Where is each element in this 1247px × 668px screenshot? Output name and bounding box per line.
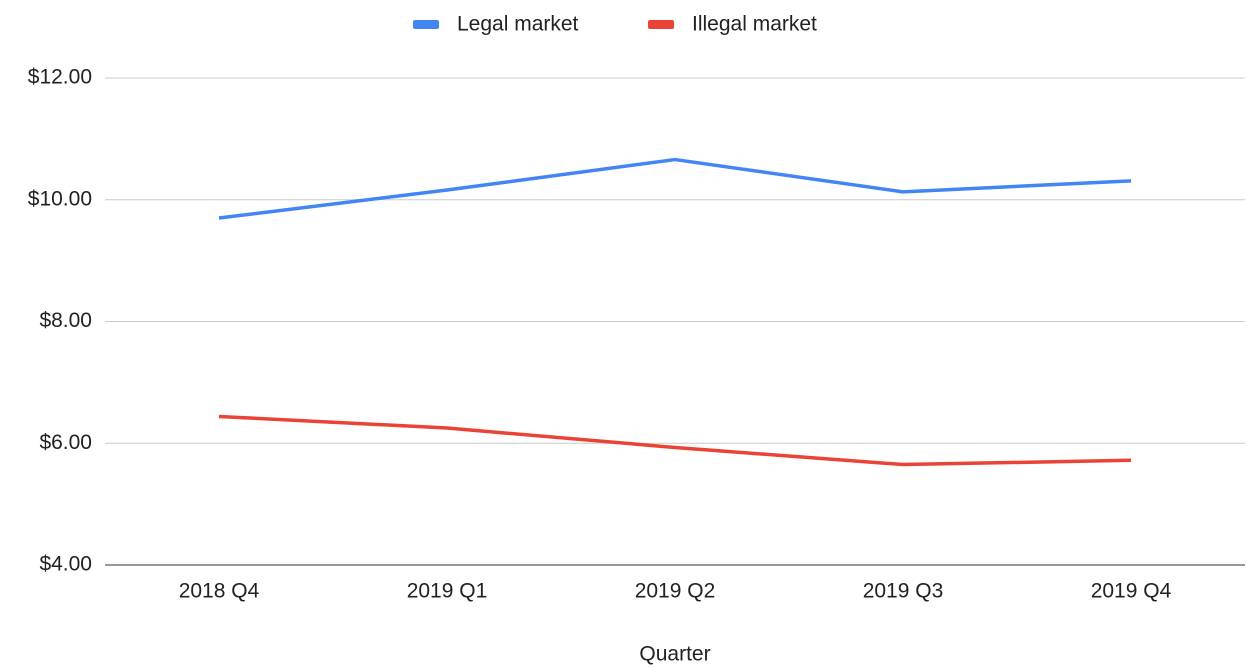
x-tick-label: 2019 Q1 [407,580,488,603]
series-line [218,157,1132,220]
y-tick-label: $4.00 [39,553,92,576]
legend-swatch [413,20,439,29]
x-tick-label: 2019 Q4 [1091,580,1172,603]
x-tick-label: 2018 Q4 [179,580,260,603]
series-line [218,414,1132,467]
y-tick-label: $6.00 [39,431,92,454]
x-tick-label: 2019 Q2 [635,580,716,603]
legend-swatch [648,20,674,29]
y-tick-label: $10.00 [28,187,92,210]
x-tick-label: 2019 Q3 [863,580,944,603]
legend-label: Illegal market [692,13,817,36]
x-axis-title: Quarter [639,643,710,666]
y-tick-label: $12.00 [28,66,92,89]
legend-label: Legal market [457,13,579,36]
y-tick-label: $8.00 [39,309,92,332]
